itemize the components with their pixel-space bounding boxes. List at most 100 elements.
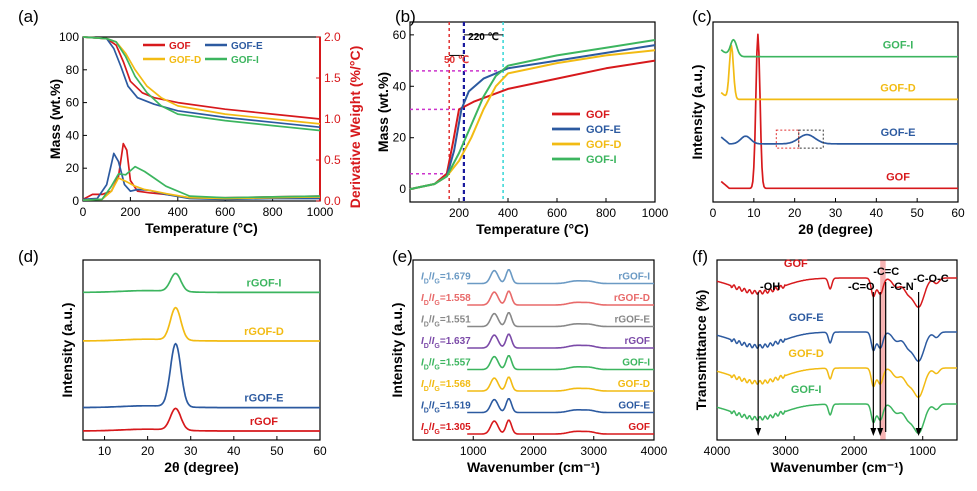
y-axis-label: Intensity (a.u.) <box>59 303 75 398</box>
legend-label: GOF-E <box>231 41 263 52</box>
series-label: rGOF-I <box>618 272 650 283</box>
y-tick-label: 80 <box>66 63 80 77</box>
x-tick-label: 60 <box>313 444 327 458</box>
series-label: GOF-I <box>791 384 822 396</box>
series-line-GOF <box>720 33 958 190</box>
ratio-symbol: = <box>440 336 446 347</box>
ratio-label: ID/IG=1.637 <box>421 336 471 350</box>
x-tick-label: 400 <box>498 206 518 220</box>
ratio-symbol: G <box>434 343 440 350</box>
series-label: GOF-D <box>788 348 823 360</box>
panel-label: (f) <box>692 247 708 266</box>
ratio-label: ID/IG=1.679 <box>421 272 471 286</box>
ratio-symbol: D <box>424 300 429 307</box>
ratio-symbol: = <box>440 422 446 433</box>
panel-label: (c) <box>692 7 712 26</box>
ratio-label: ID/IG=1.551 <box>421 315 471 329</box>
x-tick-label: 2000 <box>520 444 547 458</box>
ratio-value: 1.679 <box>446 272 471 283</box>
series-line-GOF_I-left <box>82 36 321 132</box>
x-tick-label: 400 <box>168 205 188 219</box>
ratio-symbol: / <box>429 293 432 304</box>
x-tick-label: 800 <box>263 205 283 219</box>
ratio-symbol: I <box>432 315 435 326</box>
x-tick-label: 1000 <box>460 444 487 458</box>
series-line-GOF_D <box>720 44 958 101</box>
ratio-symbol: D <box>424 343 429 350</box>
series-line-GOF-right <box>82 142 321 201</box>
x-tick-label: 40 <box>227 444 241 458</box>
series-line-GOF-left <box>82 36 321 120</box>
x-tick-label: 20 <box>788 206 802 220</box>
x-tick-label: 3000 <box>580 444 607 458</box>
ratio-label: ID/IG=1.305 <box>421 422 471 436</box>
ratio-symbol: I <box>432 272 435 283</box>
arrow-head <box>915 428 922 436</box>
y-tick-label: 0 <box>399 182 406 196</box>
x-tick-label: 800 <box>596 206 616 220</box>
y2-tick-label: 2.0 <box>324 30 341 44</box>
series-label: GOF <box>886 171 910 183</box>
y-tick-label: 20 <box>66 161 80 175</box>
x-axis-label: 2θ (degree) <box>798 221 872 237</box>
ratio-symbol: / <box>429 379 432 390</box>
ratio-value: 1.568 <box>446 379 471 390</box>
series-label: rGOF-E <box>614 315 650 326</box>
legend-label: GOF <box>169 41 191 52</box>
ratio-symbol: / <box>429 422 432 433</box>
ratio-symbol: I <box>432 422 435 433</box>
ratio-label: ID/IG=1.519 <box>421 401 471 415</box>
y-axis-label: Intensity (a.u.) <box>689 65 705 160</box>
peak-label: -C-O-C <box>913 273 948 285</box>
y-tick-label: 40 <box>66 128 80 142</box>
ratio-symbol: D <box>424 278 429 285</box>
x-tick-label: 60 <box>951 206 965 220</box>
peak-label: -C-N <box>891 281 914 293</box>
series-label: GOF <box>628 422 650 433</box>
ratio-label: ID/IG=1.557 <box>421 358 471 372</box>
x-tick-label: 30 <box>829 206 843 220</box>
x-axis-label: Temperature (°C) <box>145 220 258 236</box>
arrow-head <box>877 428 884 436</box>
x-tick-label: 1000 <box>642 206 669 220</box>
plot-frame <box>712 21 959 203</box>
panel-label: (b) <box>395 7 416 26</box>
legend-label: GOF-D <box>586 139 621 151</box>
ratio-symbol: I <box>421 358 424 369</box>
y2-tick-label: 1.0 <box>324 112 341 126</box>
series-line-GOF_D <box>716 367 958 398</box>
panel-d-chart: (d) 10 20 30 40 50 60 2θ (degree) Intensity (a.u… <box>18 247 327 475</box>
arrow-head <box>755 428 762 436</box>
y-tick-label: 60 <box>66 96 80 110</box>
ratio-symbol: = <box>440 293 446 304</box>
y-tick-label: 60 <box>393 28 407 42</box>
ratio-symbol: / <box>429 336 432 347</box>
series-line-rGOF-I <box>467 269 654 285</box>
ratio-symbol: G <box>434 300 440 307</box>
ratio-value: 1.305 <box>446 422 471 433</box>
series-label: GOF-D <box>618 379 650 390</box>
ratio-symbol: = <box>440 272 446 283</box>
series-label: GOF <box>784 258 808 270</box>
ratio-symbol: I <box>432 358 435 369</box>
plot-frame <box>82 259 321 441</box>
ratio-symbol: G <box>434 386 440 393</box>
ratio-symbol: = <box>440 401 446 412</box>
ratio-symbol: I <box>421 272 424 283</box>
series-line-rGOF-E <box>83 342 320 409</box>
y2-tick-label: 0.5 <box>324 153 341 167</box>
ratio-symbol: I <box>421 401 424 412</box>
series-label: rGOF-I <box>247 277 282 289</box>
peak-label: -OH <box>760 281 780 293</box>
ratio-symbol: I <box>432 379 435 390</box>
legend-label: GOF <box>586 109 610 121</box>
panel-a-chart: (a) 0 200 400 600 800 1000 0 20 40 60 80 100 0.0 0.5 1.… <box>18 7 363 236</box>
x-tick-label: 200 <box>120 205 140 219</box>
x-tick-label: 3000 <box>772 444 799 458</box>
panel-label: (a) <box>18 7 39 26</box>
panel-label: (d) <box>18 247 39 266</box>
x-tick-label: 40 <box>870 206 884 220</box>
highlight-box <box>798 129 824 149</box>
ratio-label: ID/IG=1.568 <box>421 379 471 393</box>
annotation-label: 220 ℃ <box>468 32 499 43</box>
